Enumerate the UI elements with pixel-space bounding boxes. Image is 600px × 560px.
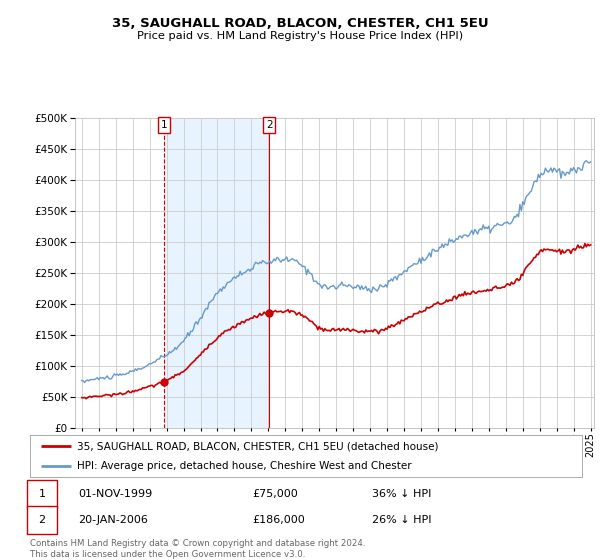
Text: 2: 2 (266, 120, 272, 130)
Text: Contains HM Land Registry data © Crown copyright and database right 2024.
This d: Contains HM Land Registry data © Crown c… (30, 539, 365, 559)
Text: 1: 1 (160, 120, 167, 130)
Text: Price paid vs. HM Land Registry's House Price Index (HPI): Price paid vs. HM Land Registry's House … (137, 31, 463, 41)
Text: 36% ↓ HPI: 36% ↓ HPI (372, 489, 431, 499)
Text: HPI: Average price, detached house, Cheshire West and Chester: HPI: Average price, detached house, Ches… (77, 461, 412, 471)
Text: £75,000: £75,000 (252, 489, 298, 499)
Text: 26% ↓ HPI: 26% ↓ HPI (372, 515, 431, 525)
Text: £186,000: £186,000 (252, 515, 305, 525)
Text: 35, SAUGHALL ROAD, BLACON, CHESTER, CH1 5EU: 35, SAUGHALL ROAD, BLACON, CHESTER, CH1 … (112, 17, 488, 30)
Text: 20-JAN-2006: 20-JAN-2006 (78, 515, 148, 525)
Bar (164, 118, 269, 428)
Text: 35, SAUGHALL ROAD, BLACON, CHESTER, CH1 5EU (detached house): 35, SAUGHALL ROAD, BLACON, CHESTER, CH1 … (77, 441, 439, 451)
Text: 2: 2 (38, 515, 46, 525)
Text: 01-NOV-1999: 01-NOV-1999 (78, 489, 152, 499)
Text: 1: 1 (38, 489, 46, 499)
